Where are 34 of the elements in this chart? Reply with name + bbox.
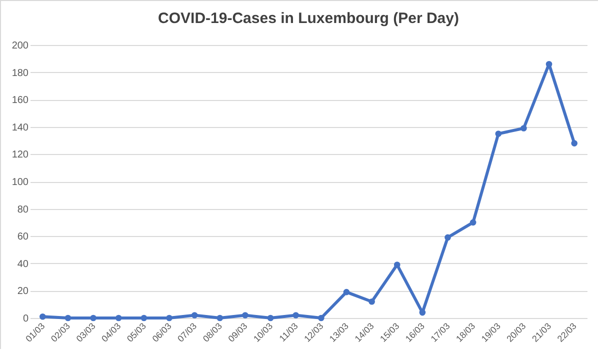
point	[546, 60, 552, 68]
point	[90, 314, 96, 322]
point	[495, 130, 502, 137]
y-tick-label: 0	[22, 314, 29, 324]
chart-title: COVID-19-Cases in Luxembourg (Per Day)	[158, 10, 459, 27]
point	[571, 140, 578, 146]
point	[292, 312, 300, 318]
y-tick-label: 120	[12, 150, 29, 161]
y-tick-label: 60	[17, 232, 29, 243]
y-tick-label: 160	[12, 95, 29, 106]
point	[267, 314, 274, 322]
point	[318, 314, 324, 322]
point	[166, 314, 172, 322]
y-tick-label: 180	[12, 68, 29, 79]
point	[520, 125, 527, 132]
y-tick-label: 80	[17, 204, 29, 216]
point	[368, 298, 375, 305]
point	[343, 288, 350, 296]
y-tick-label: 140	[12, 122, 29, 134]
point	[64, 314, 72, 322]
point	[444, 234, 451, 241]
point	[140, 314, 148, 322]
point	[419, 309, 426, 316]
point	[216, 314, 224, 322]
point	[394, 262, 400, 268]
y-tick-label: 20	[17, 286, 29, 298]
point	[39, 313, 46, 320]
point	[191, 312, 198, 318]
y-tick-label: 40	[17, 258, 29, 270]
y-tick-label: 100	[12, 177, 29, 188]
point	[242, 312, 248, 318]
point	[470, 219, 476, 226]
y-tick-label: 200	[12, 40, 29, 52]
point	[115, 314, 122, 322]
